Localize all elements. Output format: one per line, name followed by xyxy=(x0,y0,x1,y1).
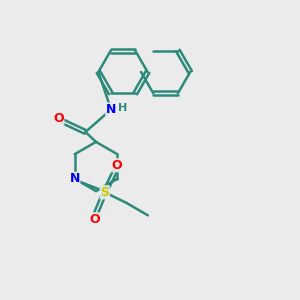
Text: O: O xyxy=(53,112,64,125)
Text: O: O xyxy=(89,213,100,226)
Text: N: N xyxy=(70,172,80,185)
Text: H: H xyxy=(118,103,127,113)
Text: N: N xyxy=(106,103,116,116)
Text: S: S xyxy=(100,186,109,199)
Text: O: O xyxy=(111,159,122,172)
